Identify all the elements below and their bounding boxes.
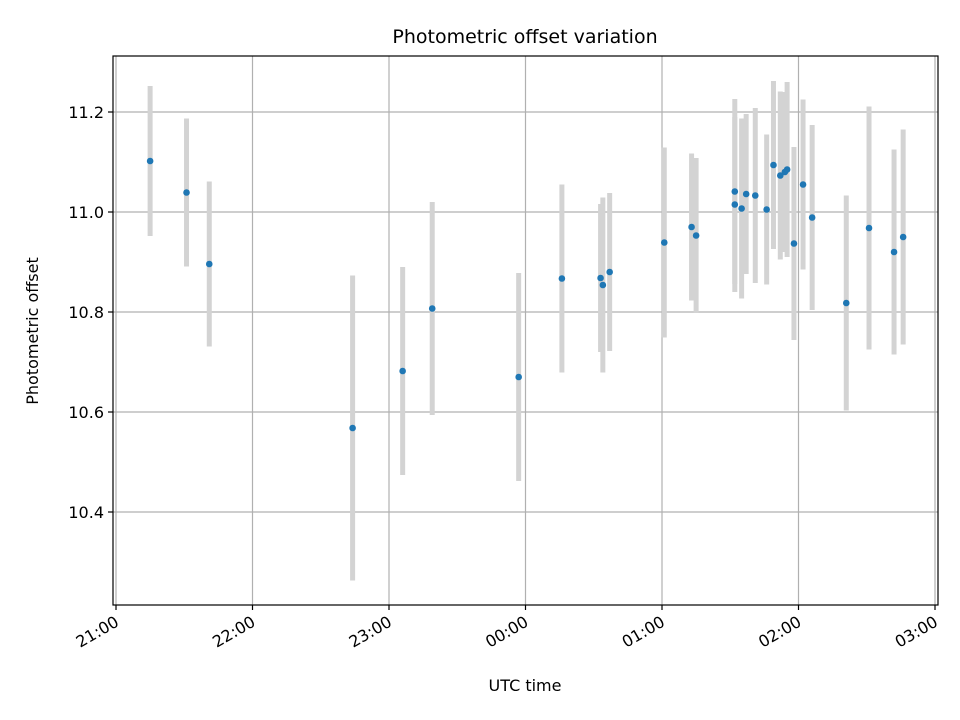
data-point	[783, 166, 791, 173]
data-point	[742, 190, 750, 198]
data-point	[865, 224, 873, 232]
data-point	[890, 248, 898, 256]
y-axis: 10.4 10.6 10.8 11.0 11.2	[68, 103, 113, 522]
y-tick-label: 11.2	[68, 103, 104, 122]
y-tick-label: 11.0	[68, 203, 104, 222]
data-point	[428, 305, 436, 312]
data-point	[146, 157, 154, 165]
x-axis-label: UTC time	[489, 676, 562, 695]
data-point	[738, 205, 745, 212]
data-point	[731, 188, 739, 195]
data-point	[692, 232, 700, 239]
data-point	[599, 281, 607, 289]
data-point	[731, 201, 739, 208]
data-point	[606, 268, 613, 276]
data-point	[205, 260, 213, 268]
data-point	[763, 206, 770, 213]
y-tick-label: 10.8	[68, 303, 104, 322]
data-point	[349, 424, 356, 432]
y-tick-label: 10.6	[68, 403, 104, 422]
data-point	[751, 192, 759, 199]
data-point	[808, 214, 816, 221]
y-tick-label: 10.4	[68, 503, 104, 522]
data-point	[399, 367, 406, 375]
data-points	[146, 157, 907, 432]
data-point	[777, 172, 784, 179]
data-point	[770, 161, 777, 169]
data-point	[183, 189, 190, 196]
data-point	[688, 223, 695, 231]
data-point	[799, 181, 807, 188]
data-point	[790, 240, 798, 247]
data-point	[660, 239, 668, 246]
y-axis-label: Photometric offset	[23, 257, 42, 405]
data-point	[558, 275, 566, 282]
data-point	[842, 299, 850, 307]
data-point	[597, 274, 604, 282]
data-point	[515, 373, 522, 381]
data-point	[899, 233, 907, 241]
chart-title: Photometric offset variation	[392, 26, 657, 48]
